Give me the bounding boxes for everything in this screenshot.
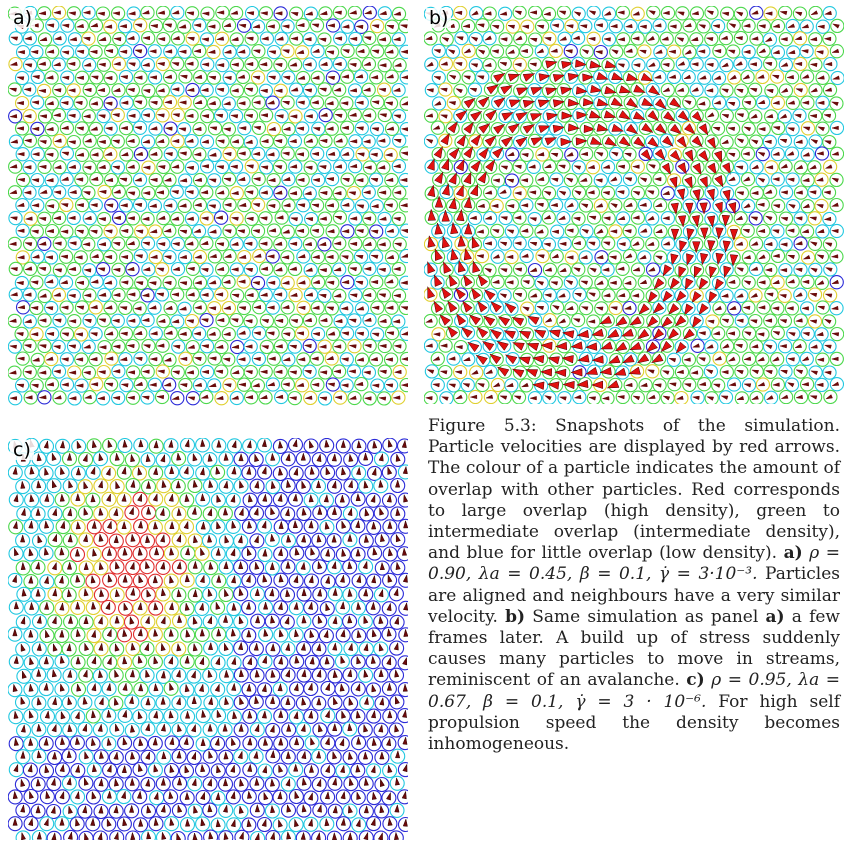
panel-b-snapshot: b): [424, 6, 844, 404]
caption-c-params: ρ = 0.95, λa = 0.67, β = 0.1, γ̇ = 3 · 1…: [428, 670, 840, 712]
caption-a-text: Particles are aligned and neighbours hav…: [428, 564, 840, 627]
caption-a-params: ρ = 0.90, λa = 0.45, β = 0.1, γ̇ = 3·10⁻…: [428, 543, 840, 585]
caption-b-ref: a): [765, 606, 785, 627]
panel-c-snapshot: c): [8, 438, 408, 840]
caption-intro: Snapshots of the simulation. Particle ve…: [428, 416, 840, 564]
caption-c-text: For high self propulsion speed the densi…: [428, 691, 841, 755]
panel-a-label: a): [10, 8, 36, 28]
caption-a-label: a): [783, 543, 803, 564]
panel-b-label: b): [426, 8, 452, 28]
panel-c-particles: [8, 438, 408, 840]
panel-b-particles: [424, 6, 844, 404]
panel-a-particles: [8, 6, 408, 406]
caption-number: Figure 5.3:: [428, 416, 537, 436]
figure-caption: Figure 5.3: Snapshots of the simulation.…: [428, 416, 840, 755]
caption-b-text-2: a few frames later. A build up of stress…: [428, 606, 840, 691]
panel-a-snapshot: a): [8, 6, 408, 410]
panel-c-label: c): [10, 440, 34, 460]
caption-c-label: c): [686, 670, 705, 691]
caption-b-text-1: Same simulation as panel: [532, 606, 759, 627]
caption-b-label: b): [505, 606, 526, 627]
